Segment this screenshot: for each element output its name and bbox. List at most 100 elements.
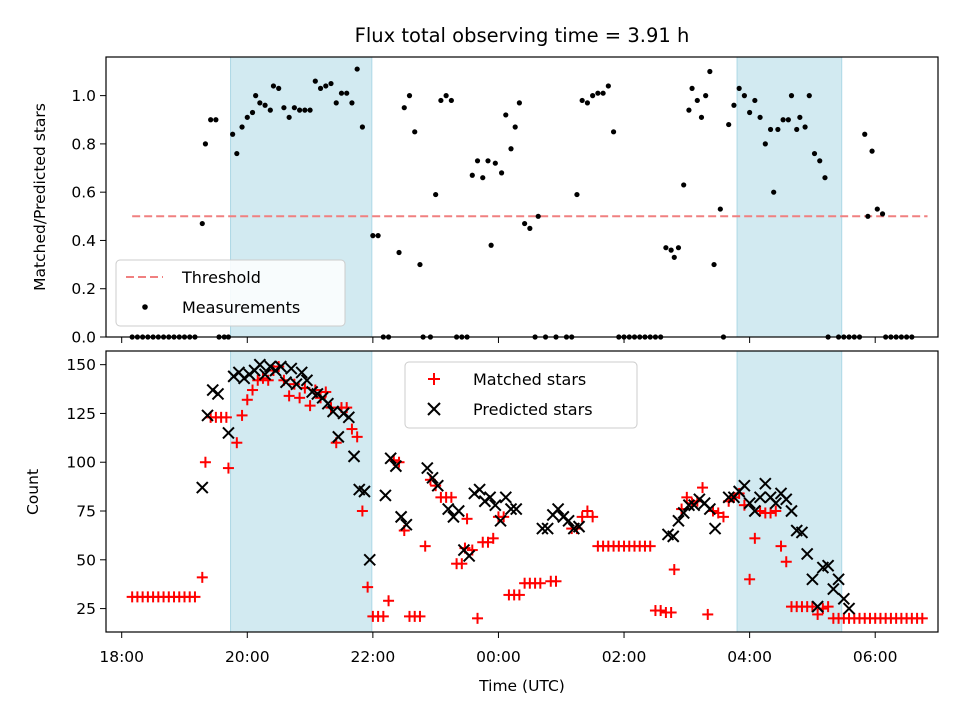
measurement-point [785, 117, 791, 123]
measurement-point [767, 126, 774, 133]
bottom-y-tick-label: 150 [66, 356, 96, 374]
predicted-star-marker [738, 479, 751, 492]
predicted-star-marker [274, 360, 287, 373]
matched-star-marker [414, 610, 426, 622]
bottom-legend: Matched stars Predicted stars [404, 361, 638, 429]
measurement-point [508, 146, 514, 152]
matched-star-marker [304, 400, 316, 412]
legend-measurements-swatch [142, 304, 148, 310]
legend-predicted-label: Predicted stars [473, 400, 593, 419]
predicted-star-marker [800, 547, 814, 561]
measurement-point [794, 126, 800, 133]
top-axes-frame [105, 56, 939, 338]
measurement-point [375, 233, 381, 239]
predicted-star-marker [300, 374, 314, 387]
predicted-star-marker [672, 514, 685, 527]
predicted-star-marker [806, 573, 819, 586]
predicted-star-marker [536, 522, 549, 535]
predicted-star-marker [541, 522, 554, 535]
predicted-star-marker [510, 502, 523, 516]
measurement-point [600, 90, 606, 96]
matched-star-marker [744, 573, 756, 585]
measurement-point [297, 107, 303, 113]
predicted-star-marker [562, 514, 575, 527]
top-y-tick-label: 0.2 [71, 280, 96, 298]
bottom-y-tick-label: 50 [76, 551, 96, 569]
measurement-point [396, 249, 402, 256]
measurement-point [438, 97, 444, 104]
measurement-point [281, 105, 287, 111]
predicted-star-marker [442, 502, 455, 516]
predicted-star-marker [842, 602, 856, 615]
measurement-point [535, 213, 541, 219]
matched-star-marker [362, 581, 374, 593]
matched-star-marker [356, 505, 368, 517]
measurement-point [811, 150, 818, 157]
matched-star-marker [236, 409, 248, 421]
predicted-star-marker [504, 502, 518, 516]
matched-star-marker [377, 610, 389, 622]
matched-star-marker [668, 564, 680, 576]
matched-star-marker [780, 556, 792, 568]
predicted-star-marker [832, 573, 845, 586]
measurement-point [244, 114, 250, 120]
predicted-star-marker [201, 409, 214, 422]
predicted-star-marker [431, 479, 444, 492]
measurement-point [488, 242, 494, 248]
measurement-point [492, 160, 498, 166]
matched-star-marker [770, 505, 782, 517]
top-y-tick-label: 0.4 [71, 232, 96, 250]
predicted-star-marker [483, 491, 497, 504]
measurement-point [762, 141, 768, 147]
measurement-point [698, 114, 705, 120]
measurement-point [276, 85, 282, 91]
measurement-point [291, 105, 297, 111]
matched-star-marker [351, 431, 363, 443]
matched-stars-points [126, 361, 928, 624]
measurement-point [797, 114, 803, 120]
measurement-point [448, 97, 454, 104]
predicted-star-marker [379, 489, 392, 502]
measurement-point [817, 158, 823, 164]
predicted-star-marker [572, 520, 586, 533]
matched-star-marker [472, 612, 484, 624]
matched-star-marker [550, 575, 562, 587]
matched-star-marker [383, 595, 395, 607]
matched-star-marker [806, 601, 818, 613]
measurement-point [516, 100, 522, 106]
top-y-axis-label: Matched/Predicted stars [31, 103, 49, 291]
matched-star-marker [288, 378, 300, 390]
matched-star-marker [697, 482, 709, 494]
measurement-point [257, 100, 263, 106]
predicted-star-marker [394, 510, 408, 524]
predicted-star-marker [722, 491, 735, 504]
measurement-point [579, 97, 585, 104]
matched-star-marker [812, 608, 824, 620]
measurement-point [610, 129, 617, 135]
matched-star-marker [587, 511, 599, 523]
x-tick-label: 06:00 [853, 648, 898, 666]
matched-star-marker [231, 437, 243, 449]
measurement-point [262, 102, 268, 108]
matched-star-marker [822, 601, 834, 613]
measurement-point [694, 97, 700, 104]
measurement-point [747, 109, 753, 116]
predicted-star-marker [196, 481, 209, 494]
measurement-point [412, 129, 418, 135]
measurement-point [370, 233, 376, 239]
matched-star-marker [754, 505, 766, 517]
bottom-y-tick-label: 75 [76, 503, 96, 521]
measurement-point [503, 112, 509, 118]
measurement-point [874, 206, 880, 212]
bottom-axis-ticks: 25 50 75 100 125 150 18:00 20:00 22:00 00:00 02:00… [66, 356, 897, 666]
predicted-star-marker [837, 592, 851, 606]
matched-star-marker [283, 390, 295, 402]
bottom-axes-frame [105, 350, 939, 633]
measurement-point [757, 114, 763, 120]
top-shaded-regions [230, 56, 843, 338]
measurement-point [741, 93, 747, 99]
measurement-point [338, 90, 345, 96]
bottom-shaded-regions [230, 350, 843, 633]
measurement-point [522, 220, 528, 227]
measurement-point [485, 158, 491, 164]
